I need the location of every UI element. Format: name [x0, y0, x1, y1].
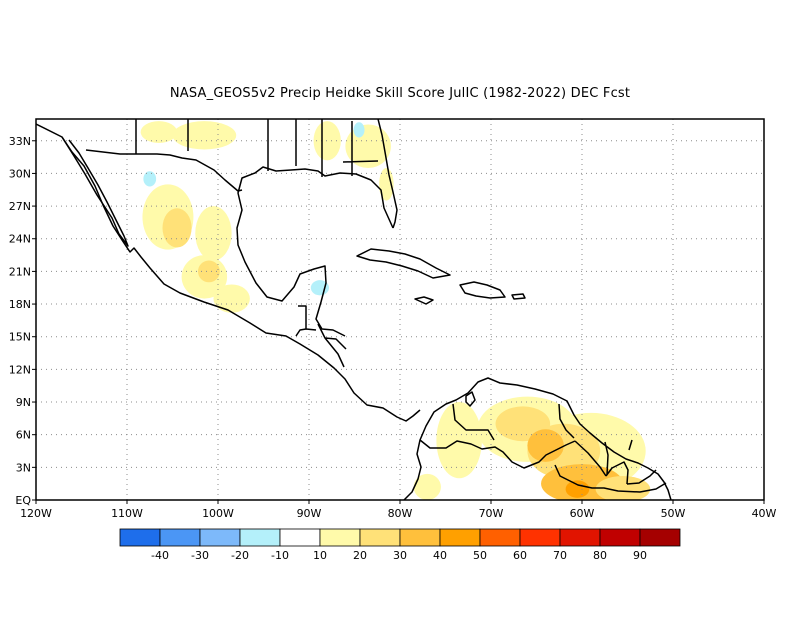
tick-label-lat: 12N [9, 363, 31, 376]
coast-florida-atlantic [377, 119, 398, 229]
skill-patch [213, 284, 250, 313]
tick-label-lat: EQ [15, 494, 31, 507]
colorbar-label: 30 [393, 549, 407, 562]
skill-patch [197, 260, 220, 283]
tick-label-lat: 18N [9, 298, 31, 311]
tick-label-lat: 30N [9, 167, 31, 180]
tick-label-lon: 50W [661, 507, 686, 520]
axis-ticks: 120W 110W 100W 90W 80W 70W 60W 50W 40W EQ 3N 6N 9N 12… [9, 135, 777, 520]
colorbar-label: 50 [473, 549, 487, 562]
tick-label-lon: 80W [388, 507, 413, 520]
colorbar-swatch [359, 528, 401, 547]
colorbar-swatch [439, 528, 481, 547]
colorbar-label: 70 [553, 549, 567, 562]
skill-patch [436, 402, 482, 479]
coast-south-america [403, 377, 672, 500]
tick-label-lon: 40W [752, 507, 777, 520]
colorbar-swatch [159, 528, 201, 547]
tick-label-lat: 27N [9, 200, 31, 213]
skill-patch [413, 473, 441, 500]
coast-hispaniola [459, 281, 506, 299]
colorbar-swatch [519, 528, 561, 547]
colorbar-swatch [599, 528, 641, 547]
skill-patch [143, 171, 157, 187]
colorbar-label: 40 [433, 549, 447, 562]
skill-patch [172, 121, 237, 150]
colorbar-swatch [319, 528, 361, 547]
tick-label-lat: 3N [16, 461, 31, 474]
colorbar-swatch [399, 528, 441, 547]
border-us-mexico [85, 149, 243, 192]
coast-puerto-rico [511, 293, 526, 300]
skill-patch [565, 480, 590, 498]
skill-patch [595, 476, 651, 500]
coastlines [36, 119, 672, 500]
tick-label-lon: 110W [111, 507, 143, 520]
border-central-america [295, 305, 347, 368]
skill-patch [313, 121, 341, 161]
tick-label-lon: 100W [202, 507, 234, 520]
border-us-states [135, 119, 379, 177]
coast-jamaica [414, 296, 434, 305]
colorbar-swatch [479, 528, 521, 547]
tick-label-lon: 60W [570, 507, 595, 520]
colorbar-label: 10 [313, 549, 327, 562]
tick-label-lat: 33N [9, 135, 31, 148]
tick-label-lon: 120W [20, 507, 52, 520]
tick-label-lat: 21N [9, 265, 31, 278]
tick-label-lat: 6N [16, 429, 31, 442]
colorbar-label: 20 [353, 549, 367, 562]
colorbar-swatch [639, 528, 681, 547]
tick-label-lat: 9N [16, 396, 31, 409]
skill-patch [162, 208, 192, 248]
coast-baja-california [61, 136, 129, 247]
skill-field [140, 121, 651, 500]
chart-title: NASA_GEOS5v2 Precip Heidke Skill Score J… [169, 86, 631, 101]
colorbar-swatch [559, 528, 601, 547]
coast-gulf-mexico [236, 166, 394, 337]
colorbar-label: 60 [513, 549, 527, 562]
colorbar: -40 -30 -20 -10 10 20 30 40 50 60 70 80 90 [119, 528, 681, 562]
colorbar-swatch [279, 528, 321, 547]
colorbar-swatch [239, 528, 281, 547]
skill-patch [353, 122, 365, 138]
colorbar-label: 80 [593, 549, 607, 562]
tick-label-lon: 90W [297, 507, 322, 520]
skill-patch [140, 121, 178, 143]
colorbar-label: -30 [191, 549, 209, 562]
skill-patch [195, 206, 232, 261]
colorbar-swatch [119, 528, 161, 547]
tick-label-lat: 24N [9, 233, 31, 246]
colorbar-swatch [199, 528, 241, 547]
gridlines [36, 119, 764, 500]
colorbar-label: -20 [231, 549, 249, 562]
coast-cuba [356, 248, 451, 279]
tick-label-lon: 70W [479, 507, 504, 520]
colorbar-label: 90 [633, 549, 647, 562]
colorbar-label: -10 [271, 549, 289, 562]
coast-lake-maracaibo [465, 391, 476, 407]
border-south-america [419, 403, 667, 493]
skill-patch [527, 429, 564, 462]
colorbar-label: -40 [151, 549, 169, 562]
tick-label-lat: 15N [9, 331, 31, 344]
